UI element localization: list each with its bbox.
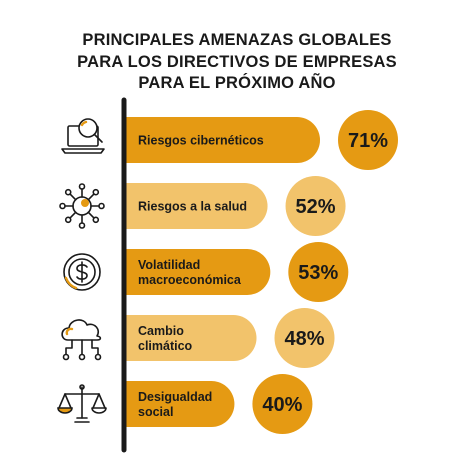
value-circle-5: [252, 374, 313, 434]
chart-title-line-1: PRINCIPALES AMENAZAS GLOBALES: [82, 31, 392, 49]
bar-2: [124, 183, 268, 229]
bar-label-5: Desigualdad social: [138, 390, 212, 419]
bar-label-2: Riesgos a la salud: [138, 200, 247, 214]
value-label-3: 53%: [298, 262, 338, 284]
value-circle-1: [338, 110, 398, 170]
chart-title-line-3: PARA EL PRÓXIMO AÑO: [138, 74, 336, 92]
laptop-search-icon: [61, 118, 105, 154]
value-label-4: 48%: [284, 328, 324, 350]
virus-icon: [59, 183, 105, 229]
value-label-2: 52%: [296, 196, 336, 218]
bar-label-4: Cambio climático: [138, 324, 193, 353]
bar-4: [124, 315, 257, 361]
value-circle-2: [285, 176, 346, 236]
bar-3: [124, 249, 271, 295]
value-label-1: 71%: [348, 130, 388, 152]
cloud-network-icon: [61, 319, 102, 361]
bar-label-3: Volatilidad macroeconómica: [138, 258, 242, 287]
bar-5: [124, 381, 235, 427]
value-circle-3: [288, 242, 349, 302]
bar-1: [124, 117, 320, 163]
dollar-coin-icon: [63, 253, 101, 291]
chart-title-line-2: PARA LOS DIRECTIVOS DE EMPRESAS: [77, 52, 397, 71]
chart-title: PRINCIPALES AMENAZAS GLOBALES PARA LOS D…: [0, 30, 474, 95]
balance-scale-icon: [57, 384, 107, 423]
value-circle-4: [274, 308, 335, 368]
value-label-5: 40%: [262, 394, 302, 416]
bar-label-1: Riesgos cibernéticos: [138, 134, 264, 148]
